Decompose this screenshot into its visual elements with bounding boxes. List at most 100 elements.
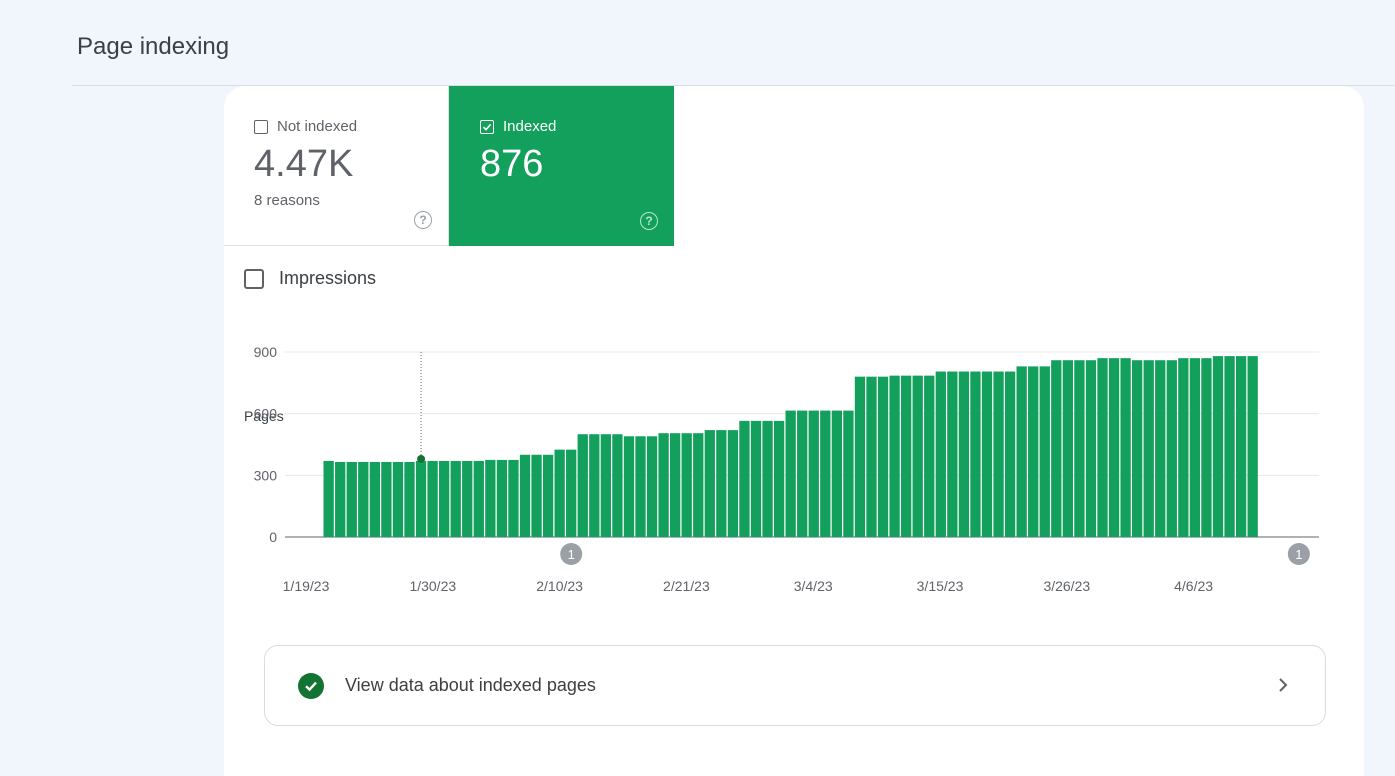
bar[interactable] (1108, 358, 1120, 537)
bar[interactable] (773, 420, 785, 537)
bar[interactable] (924, 375, 935, 537)
bar[interactable] (623, 436, 635, 537)
marker-dot[interactable] (417, 454, 426, 463)
help-icon[interactable]: ? (414, 211, 432, 229)
bar[interactable] (450, 460, 461, 537)
bar[interactable] (958, 371, 970, 537)
bar[interactable] (912, 375, 923, 537)
bar[interactable] (369, 461, 380, 537)
annotation-marker[interactable]: 1 (1287, 543, 1310, 565)
bar[interactable] (762, 420, 773, 537)
bar[interactable] (1189, 358, 1201, 537)
bar[interactable] (970, 371, 981, 537)
bar[interactable] (670, 433, 681, 537)
bar[interactable] (415, 460, 427, 537)
bar[interactable] (901, 375, 912, 537)
bar[interactable] (820, 410, 831, 537)
bar[interactable] (1120, 358, 1131, 537)
bar[interactable] (889, 375, 900, 537)
bar[interactable] (1004, 371, 1016, 537)
bar[interactable] (346, 461, 357, 537)
bar[interactable] (1074, 360, 1085, 537)
bar[interactable] (508, 459, 519, 537)
bar[interactable] (635, 436, 646, 537)
not-indexed-count: 4.47K (254, 143, 354, 185)
not-indexed-reasons: 8 reasons (254, 191, 320, 209)
indexed-checkbox[interactable] (480, 119, 494, 134)
bar[interactable] (808, 410, 819, 537)
annotation-marker[interactable]: 1 (560, 543, 583, 565)
bar[interactable] (485, 459, 496, 537)
bar[interactable] (1051, 360, 1062, 537)
bar[interactable] (1224, 356, 1235, 537)
not-indexed-checkbox[interactable] (254, 119, 268, 134)
bar[interactable] (716, 430, 727, 537)
bar[interactable] (427, 460, 438, 537)
bar[interactable] (693, 433, 704, 537)
impressions-checkbox[interactable] (244, 268, 264, 289)
bar[interactable] (358, 461, 369, 537)
not-indexed-label: Not indexed (277, 118, 358, 135)
bar[interactable] (462, 460, 473, 537)
bar[interactable] (1166, 360, 1177, 537)
bar[interactable] (600, 434, 611, 537)
bar[interactable] (831, 410, 842, 537)
bar[interactable] (750, 420, 762, 537)
bar[interactable] (843, 410, 854, 537)
bar[interactable] (554, 449, 565, 537)
bar[interactable] (381, 461, 392, 537)
bar[interactable] (1235, 356, 1247, 537)
bar[interactable] (473, 460, 484, 537)
bar[interactable] (531, 454, 542, 537)
bar[interactable] (935, 371, 946, 537)
bar[interactable] (1212, 356, 1224, 537)
bar[interactable] (877, 376, 889, 537)
bar[interactable] (866, 376, 877, 537)
x-axis-labels: 1/19/23 1/30/23 2/10/23 2/21/23 3/4/23 3/15/2… (283, 578, 1214, 594)
bar[interactable] (1143, 360, 1154, 537)
indexed-count: 876 (480, 143, 544, 185)
bar[interactable] (947, 371, 958, 537)
bar[interactable] (1178, 358, 1189, 537)
bar[interactable] (854, 376, 866, 537)
bar[interactable] (612, 434, 623, 537)
bar[interactable] (739, 420, 750, 537)
y-axis-title: Pages (244, 408, 284, 424)
bar[interactable] (1097, 358, 1108, 537)
bar[interactable] (1085, 360, 1097, 537)
not-indexed-tile[interactable]: Not indexed 4.47K 8 reasons ? (224, 86, 449, 246)
bar[interactable] (404, 461, 415, 537)
impressions-toggle[interactable]: Impressions (244, 268, 376, 289)
bar[interactable] (439, 460, 450, 537)
bar[interactable] (658, 433, 669, 537)
bar[interactable] (1247, 356, 1258, 537)
bar[interactable] (1062, 360, 1073, 537)
indexed-tile[interactable]: Indexed 876 ? (449, 86, 674, 246)
x-tick-label: 1/19/23 (283, 578, 330, 594)
bar[interactable] (1155, 360, 1166, 537)
bar[interactable] (1201, 358, 1212, 537)
bar[interactable] (392, 461, 404, 537)
bar[interactable] (542, 454, 554, 537)
bar[interactable] (797, 410, 808, 537)
bar[interactable] (727, 430, 739, 537)
bar[interactable] (589, 434, 600, 537)
bar[interactable] (785, 410, 796, 537)
bar[interactable] (566, 449, 577, 537)
bar[interactable] (496, 459, 508, 537)
bar[interactable] (1132, 360, 1143, 537)
bar[interactable] (577, 434, 588, 537)
bar[interactable] (646, 436, 658, 537)
bar[interactable] (981, 371, 993, 537)
bar[interactable] (1028, 366, 1039, 537)
bar[interactable] (704, 430, 715, 537)
bar[interactable] (993, 371, 1004, 537)
bar[interactable] (1016, 366, 1027, 537)
bar[interactable] (335, 461, 346, 537)
help-icon[interactable]: ? (640, 212, 658, 230)
bar[interactable] (519, 454, 531, 537)
bar[interactable] (323, 460, 334, 537)
bar[interactable] (681, 433, 692, 537)
bar[interactable] (1039, 366, 1050, 537)
view-indexed-pages-link[interactable]: View data about indexed pages (264, 645, 1326, 726)
